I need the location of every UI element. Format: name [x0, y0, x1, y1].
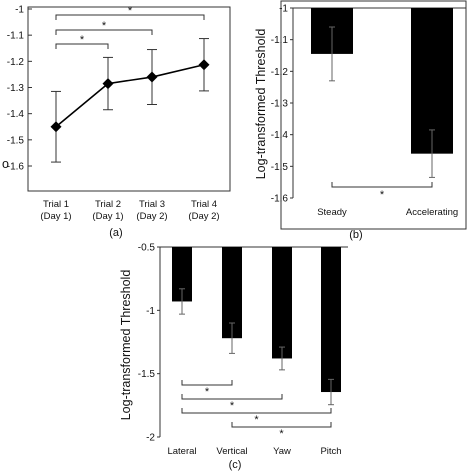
- panel-a-sig-bracket: [55, 14, 205, 20]
- panel-a-xtick-label: Trial 4: [191, 199, 217, 210]
- panel-c-bar: [172, 247, 192, 302]
- panel-c-sig-star: *: [205, 386, 210, 398]
- panel-c-xtick-label: Vertical: [216, 446, 247, 457]
- panel-b-ylabel: Log-transformed Threshold: [254, 29, 268, 180]
- panel-c-bar: [222, 247, 242, 339]
- panel-c-ytick-label: -0.5: [138, 243, 156, 254]
- panel-a-sig-star: *: [128, 5, 133, 17]
- panel-a-sig-star: *: [80, 34, 85, 46]
- panel-a-ytick-label: -1.2: [7, 57, 25, 68]
- panel-a-xtick-label: Trial 3: [139, 199, 165, 210]
- panel-b-label: (b): [349, 229, 362, 241]
- panel-a-point: [146, 71, 158, 83]
- panel-a-xtick-label: (Day 2): [136, 211, 167, 222]
- panel-a-ytick-label: -1.5: [7, 135, 25, 146]
- panel-b-bar: [411, 8, 453, 154]
- panel-a-ytick-label: -1.6: [7, 162, 25, 173]
- panel-b-sig-star: *: [380, 189, 385, 201]
- panel-b-ytick-label: -1.5: [271, 162, 289, 173]
- panel-a-sig-bracket: [55, 29, 153, 35]
- panel-a-line-chart: o (a) -1 -1.1 -1.2 -1.3 -1.4 -1.5 -1.6 * * * Trial…: [2, 5, 231, 239]
- panel-a-series-line: [55, 63, 205, 128]
- panel-c-sig-bracket: [231, 422, 332, 428]
- panel-a-ylabel-fragment: o: [2, 157, 9, 171]
- panel-c-sig-bracket: [181, 380, 233, 386]
- panel-c-ytick-label: -2: [146, 433, 155, 444]
- panel-b-ytick-label: -1.2: [271, 67, 289, 78]
- panel-b-bar-chart: Log-transformed Threshold (b) -1 -1.1 -1.2…: [254, 0, 467, 241]
- panel-a-xtick-label: Trial 1: [43, 199, 69, 210]
- panel-c-sig-bracket: [181, 394, 283, 400]
- panel-c-bar-chart: Log-transformed Threshold (c) -0.5 -1 -1.5…: [119, 243, 348, 471]
- panel-a-ytick-label: -1: [15, 5, 24, 16]
- panel-a-ytick-label: -1.4: [7, 109, 25, 120]
- panel-c-sig-star: *: [254, 414, 259, 426]
- panel-a-xtick-label: (Day 1): [40, 211, 71, 222]
- panel-b-ytick-label: -1.6: [271, 194, 289, 205]
- panel-a-sig-bracket: [55, 43, 109, 49]
- panel-b-sig-bracket: [331, 182, 433, 188]
- panel-c-xtick-label: Lateral: [167, 446, 196, 457]
- panel-b-frame: [280, 0, 467, 230]
- panel-b-ytick-label: -1.4: [271, 130, 289, 141]
- panel-a-sig-star: *: [102, 20, 107, 32]
- panel-c-bar: [321, 247, 341, 393]
- panel-b-ytick-label: -1: [279, 4, 288, 15]
- panel-a-ytick-label: -1.1: [7, 31, 25, 42]
- panel-a-point: [198, 59, 210, 71]
- panel-a-ytick-label: -1.3: [7, 83, 25, 94]
- panel-c-xtick-label: Pitch: [320, 446, 341, 457]
- panel-a-frame: [27, 6, 231, 192]
- panel-c-sig-star: *: [279, 428, 284, 440]
- panel-c-ytick-label: -1.5: [138, 369, 156, 380]
- panel-a-xtick-label: (Day 1): [92, 211, 123, 222]
- panel-c-label: (c): [229, 459, 242, 471]
- panel-c-sig-bracket: [181, 408, 332, 414]
- panel-b-xtick-label: Accelerating: [406, 207, 458, 218]
- panel-a-xtick-label: (Day 2): [188, 211, 219, 222]
- panel-b-ytick-label: -1.3: [271, 99, 289, 110]
- panel-b-ytick-label: -1.1: [271, 35, 289, 46]
- panel-a-point: [50, 121, 62, 133]
- panel-c-ytick-label: -1: [146, 306, 155, 317]
- panel-b-xtick-label: Steady: [317, 207, 347, 218]
- panel-a-label: (a): [109, 227, 122, 239]
- panel-c-bar: [272, 247, 292, 359]
- panel-c-ylabel: Log-transformed Threshold: [119, 270, 133, 421]
- panel-c-xtick-label: Yaw: [273, 446, 291, 457]
- panel-a-point: [102, 78, 114, 90]
- panel-c-sig-star: *: [230, 400, 235, 412]
- panel-a-xtick-label: Trial 2: [95, 199, 121, 210]
